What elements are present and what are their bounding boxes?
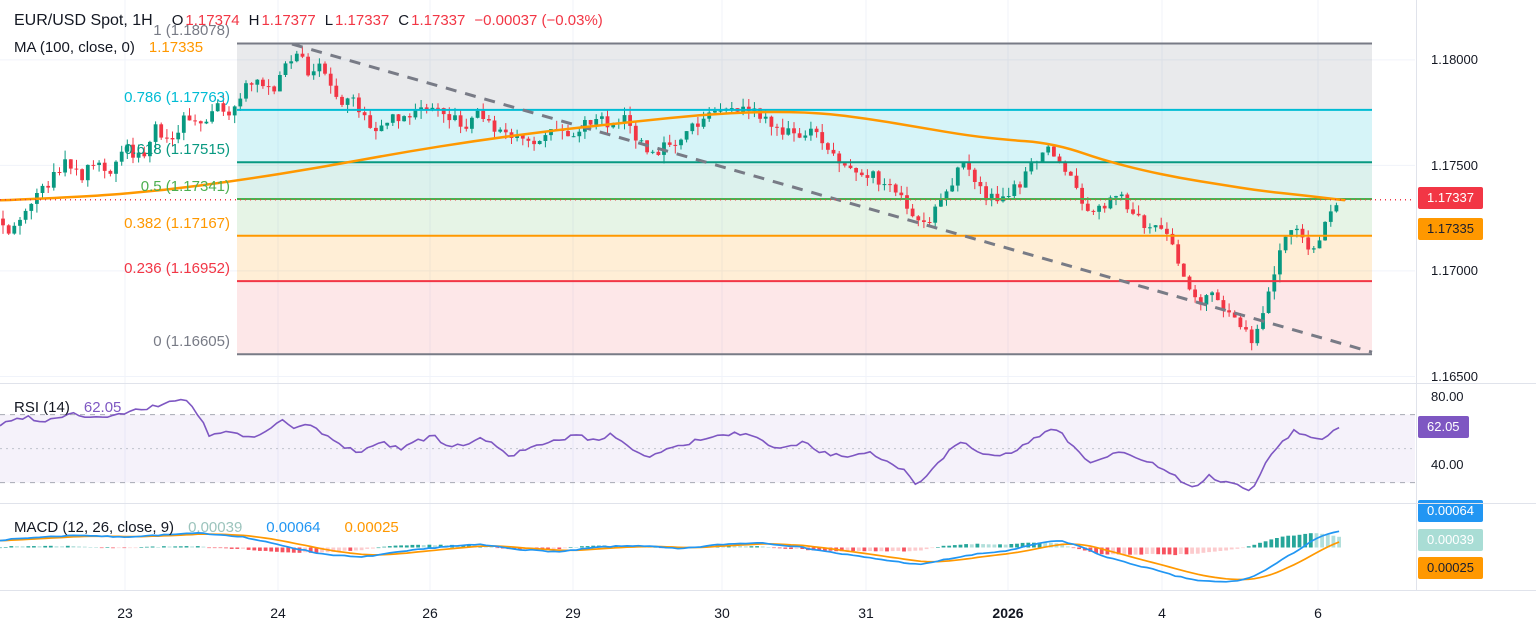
time-axis-label: 2026 [992, 605, 1024, 621]
rsi-legend: RSI (14) 62.05 [14, 394, 121, 421]
time-axis-label: 24 [270, 605, 286, 621]
macd-signal-value: 0.00025 [344, 519, 399, 536]
macd-line[interactable] [0, 530, 1340, 583]
fib-level-label: 0.618 (1.17515) [124, 141, 230, 158]
fib-level-label: 0 (1.16605) [153, 333, 230, 350]
fib-level-label: 0.786 (1.17763) [124, 89, 230, 106]
high-label: H [248, 12, 260, 29]
macd-row: MACD (12, 26, close, 9) 0.00039 0.00064 … [14, 514, 399, 541]
macd-hist-value: 0.00039 [188, 519, 243, 536]
rsi-row: RSI (14) 62.05 [14, 394, 121, 421]
macd-line-badge: 0.00064 [1418, 500, 1483, 522]
macd-signal-badge: 0.00025 [1418, 557, 1483, 579]
main-legend: EUR/USD Spot, 1H O 1.17374 H 1.17377 L 1… [14, 7, 603, 61]
symbol-title[interactable]: EUR/USD Spot, 1H [14, 11, 153, 29]
fib-level-label: 0.382 (1.17167) [124, 215, 230, 232]
ma-price-badge: 1.17335 [1418, 218, 1483, 240]
axis-label: 40.00 [1431, 457, 1464, 472]
last-price-badge: 1.17337 [1418, 187, 1483, 209]
open-value: 1.17374 [185, 12, 240, 29]
axis-label: 80.00 [1431, 389, 1464, 404]
axis-label: 1.16500 [1431, 369, 1478, 384]
time-axis[interactable]: 23 24 26 29 30 31 2026 4 6 [0, 591, 1536, 641]
pane-separator[interactable] [0, 503, 1536, 504]
time-axis-label: 29 [565, 605, 581, 621]
candles[interactable] [1, 46, 1339, 351]
fib-level-label: 0.236 (1.16952) [124, 260, 230, 277]
rsi-value-badge: 62.05 [1418, 416, 1469, 438]
ma-row: MA (100, close, 0) 1.17335 [14, 34, 603, 61]
axis-label: 1.17500 [1431, 158, 1478, 173]
close-value: 1.17337 [411, 12, 466, 29]
macd-line-value: 0.00064 [266, 519, 321, 536]
ma-line[interactable] [0, 110, 1346, 202]
gridlines [0, 0, 1415, 590]
price-axis[interactable]: 1.18000 1.17500 1.17000 1.16500 80.00 40.00 1.… [1416, 0, 1536, 590]
fib-level-label: 1 (1.18078) [153, 22, 230, 39]
ma-value: 1.17335 [148, 39, 204, 56]
low-label: L [324, 12, 334, 29]
time-axis-label: 31 [858, 605, 874, 621]
symbol-row: EUR/USD Spot, 1H O 1.17374 H 1.17377 L 1… [14, 7, 603, 34]
axis-label: 1.17000 [1431, 263, 1478, 278]
time-axis-label: 6 [1314, 605, 1322, 621]
pane-separator[interactable] [0, 383, 1536, 384]
rsi-line[interactable] [0, 398, 1340, 492]
rsi-value: 62.05 [83, 399, 122, 416]
high-value: 1.17377 [261, 12, 316, 29]
fib-level-label: 0.5 (1.17341) [140, 178, 230, 195]
time-axis-label: 4 [1158, 605, 1166, 621]
macd-legend: MACD (12, 26, close, 9) 0.00039 0.00064 … [14, 514, 399, 541]
close-label: C [398, 12, 410, 29]
time-axis-label: 26 [422, 605, 438, 621]
ma-indicator-label[interactable]: MA (100, close, 0) [14, 39, 135, 56]
low-value: 1.17337 [335, 12, 390, 29]
change-value: −0.00037 (−0.03%) [474, 12, 603, 29]
trendline[interactable] [291, 42, 1373, 354]
time-axis-border [0, 590, 1536, 591]
fib-lines[interactable] [237, 42, 1372, 356]
chart-canvas[interactable] [0, 0, 1416, 591]
macd-hist-badge: 0.00039 [1418, 529, 1483, 551]
open-label: O [171, 12, 184, 29]
macd-indicator-label[interactable]: MACD (12, 26, close, 9) [14, 519, 175, 536]
time-axis-label: 23 [117, 605, 133, 621]
rsi-bands [0, 414, 1415, 484]
rsi-indicator-label[interactable]: RSI (14) [14, 399, 70, 416]
time-axis-label: 30 [714, 605, 730, 621]
axis-label: 1.18000 [1431, 52, 1478, 67]
